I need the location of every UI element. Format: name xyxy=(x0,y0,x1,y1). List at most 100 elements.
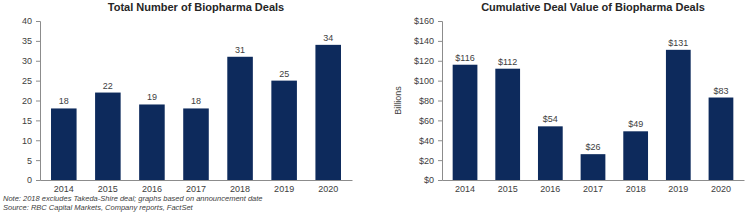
data-label: $49 xyxy=(628,119,643,129)
bar xyxy=(666,50,691,180)
data-label: 22 xyxy=(103,81,113,91)
data-label: 18 xyxy=(191,96,201,106)
bar xyxy=(495,69,520,180)
x-tick: 2016 xyxy=(142,180,162,194)
tick-label: 2019 xyxy=(274,184,294,194)
y-tick: 5 xyxy=(27,156,40,166)
tick-label: 2017 xyxy=(186,184,206,194)
tick-label: 40 xyxy=(22,16,32,26)
tick-label: 15 xyxy=(22,116,32,126)
data-label: 31 xyxy=(235,45,245,55)
tick-label: $100 xyxy=(414,76,434,86)
bar xyxy=(581,154,606,180)
tick-mark xyxy=(438,180,442,181)
x-tick: 2020 xyxy=(318,180,338,194)
tick-label: 2014 xyxy=(54,184,74,194)
tick-mark xyxy=(36,101,40,102)
axis-line xyxy=(36,22,41,181)
x-axis: 2014 2015 2016 2017 2018 2019 2020 xyxy=(41,180,353,194)
data-label: $83 xyxy=(713,86,728,96)
y-tick: 35 xyxy=(22,36,40,46)
bar xyxy=(538,126,563,180)
tick-label: 5 xyxy=(27,156,32,166)
y-tick: 30 xyxy=(22,56,40,66)
y-tick: $20 xyxy=(419,156,442,166)
note: Source: RBC Capital Markets, Company rep… xyxy=(3,203,194,212)
bars xyxy=(51,45,341,180)
x-tick: 2019 xyxy=(274,180,294,194)
tick-label: $160 xyxy=(414,16,434,26)
data-label: 18 xyxy=(59,96,69,106)
data-label: 25 xyxy=(279,69,289,79)
tick-mark xyxy=(438,120,442,121)
notes: Note: 2018 excludes Takeda-Shire deal; g… xyxy=(3,194,263,212)
x-tick: 2018 xyxy=(626,180,646,194)
bar xyxy=(315,45,341,180)
y-tick: $40 xyxy=(419,136,442,146)
tick-label: $140 xyxy=(414,36,434,46)
tick-label: 0 xyxy=(27,175,32,185)
tick-mark xyxy=(36,41,40,42)
y-tick: 10 xyxy=(22,136,40,146)
tick-label: 2019 xyxy=(668,184,688,194)
data-label: $116 xyxy=(455,53,474,63)
x-tick: 2015 xyxy=(98,180,118,194)
bar xyxy=(51,108,77,180)
tick-label: $20 xyxy=(419,156,434,166)
data-labels: 18 22 19 18 31 25 34 xyxy=(59,33,333,107)
x-axis: 2014201520162017201820192020 xyxy=(443,180,745,194)
data-label: 34 xyxy=(323,33,333,43)
y-axis: $0 $20 $40 $60 $80 $100 $120 $140 $160 xyxy=(414,16,443,185)
y-tick: $140 xyxy=(414,36,442,46)
tick-label: 2020 xyxy=(711,184,731,194)
tick-mark xyxy=(438,101,442,102)
data-labels: $116$112$54$26$49$131$83 xyxy=(455,38,728,152)
tick-label: 2018 xyxy=(626,184,646,194)
data-label: $131 xyxy=(668,38,688,48)
y-tick: 20 xyxy=(22,96,40,106)
chart: Cumulative Deal Value of Biopharma Deals… xyxy=(393,1,744,194)
x-tick: 2017 xyxy=(186,180,206,194)
axis-line xyxy=(41,180,353,181)
tick-label: 2015 xyxy=(98,184,118,194)
data-label: 19 xyxy=(147,92,157,102)
y-tick: 40 xyxy=(22,16,40,26)
bar xyxy=(183,108,209,180)
x-tick: 2014 xyxy=(54,180,74,194)
bar xyxy=(227,57,253,180)
tick-label: 10 xyxy=(22,136,32,146)
tick-mark xyxy=(36,120,40,121)
x-tick: 2019 xyxy=(668,180,688,194)
x-tick: 2017 xyxy=(583,180,603,194)
tick-mark xyxy=(438,21,442,22)
chart-title: Total Number of Biopharma Deals xyxy=(108,1,284,13)
bar xyxy=(453,65,478,180)
y-tick: $60 xyxy=(419,116,442,126)
y-tick: $120 xyxy=(414,56,442,66)
tick-label: 25 xyxy=(22,76,32,86)
bar xyxy=(271,81,297,180)
tick-label: $0 xyxy=(424,175,434,185)
tick-label: $60 xyxy=(419,116,434,126)
tick-label: 2016 xyxy=(540,184,560,194)
note: Note: 2018 excludes Takeda-Shire deal; g… xyxy=(3,194,263,203)
data-label: $112 xyxy=(498,57,517,67)
chart: Total Number of Biopharma Deals051015202… xyxy=(22,1,353,194)
tick-label: $120 xyxy=(414,56,434,66)
tick-label: 2018 xyxy=(230,184,250,194)
x-tick: 2015 xyxy=(498,180,518,194)
bar xyxy=(139,104,165,180)
tick-label: 2020 xyxy=(318,184,338,194)
chart-canvas: Total Number of Biopharma Deals051015202… xyxy=(0,0,750,215)
chart-title: Cumulative Deal Value of Biopharma Deals xyxy=(481,1,705,13)
tick-label: 30 xyxy=(22,56,32,66)
tick-mark xyxy=(36,61,40,62)
tick-label: $80 xyxy=(419,96,434,106)
tick-mark xyxy=(36,81,40,82)
tick-mark xyxy=(36,180,40,181)
y-axis-title: Billions xyxy=(393,86,403,115)
tick-mark xyxy=(36,160,40,161)
tick-mark xyxy=(36,140,40,141)
bar xyxy=(709,98,734,180)
tick-mark xyxy=(438,81,442,82)
